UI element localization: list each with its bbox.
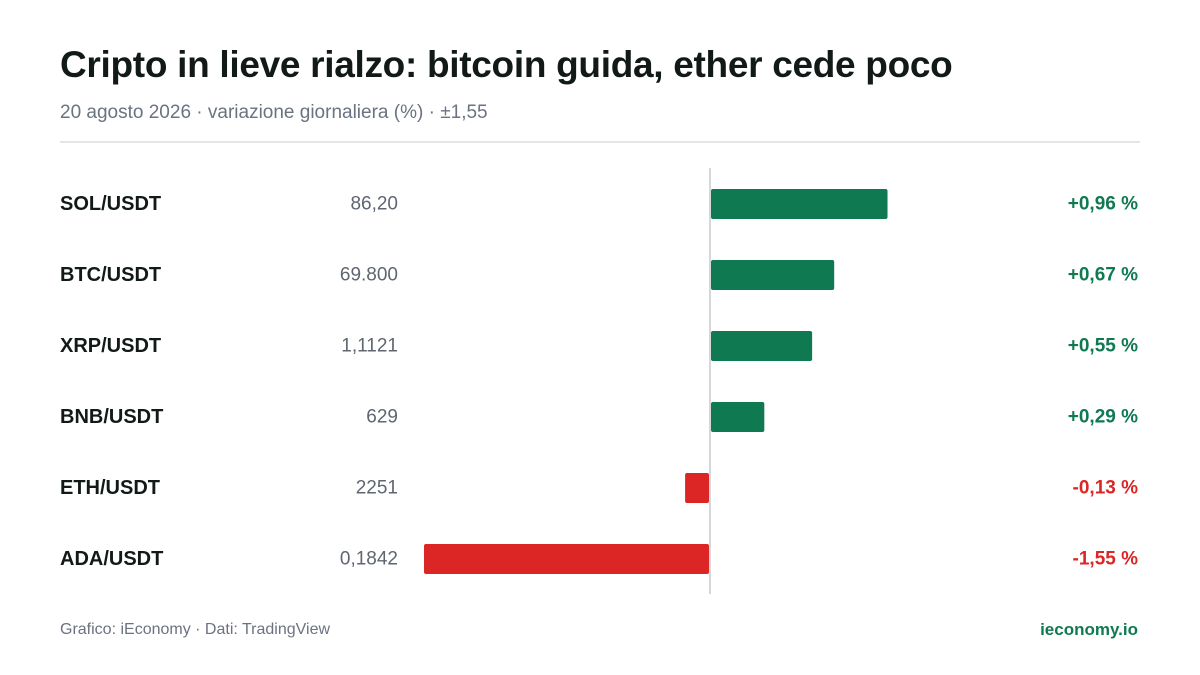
value-label: -0,13 % [1073,478,1139,499]
value-label: -1,55 % [1073,549,1139,570]
category-label: ADA/USDT [60,548,163,570]
category-label: SOL/USDT [60,193,161,215]
source-credit: Grafico: iEconomy · Dati: TradingView [60,621,331,638]
category-label: BTC/USDT [60,264,161,286]
bar [685,473,709,503]
price-label: 69.800 [340,265,398,286]
bar [424,544,709,574]
bar [711,402,765,432]
category-label: XRP/USDT [60,335,161,357]
value-label: +0,29 % [1068,407,1138,428]
bar [711,189,888,219]
bar [711,331,813,361]
category-label: ETH/USDT [60,477,160,499]
header-divider [60,141,1140,143]
price-label: 629 [366,407,398,428]
price-label: 0,1842 [340,549,398,570]
value-label: +0,67 % [1068,265,1138,286]
value-label: +0,55 % [1068,336,1138,357]
price-label: 1,1121 [341,336,398,357]
bar [711,260,835,290]
chart-subtitle: 20 agosto 2026 · variazione giornaliera … [60,102,488,123]
value-label: +0,96 % [1068,194,1138,215]
price-label: 86,20 [350,194,398,215]
chart-title: Cripto in lieve rialzo: bitcoin guida, e… [60,44,953,85]
brand-link[interactable]: ieconomy.io [1040,620,1138,639]
category-label: BNB/USDT [60,406,163,428]
price-label: 2251 [356,478,398,499]
